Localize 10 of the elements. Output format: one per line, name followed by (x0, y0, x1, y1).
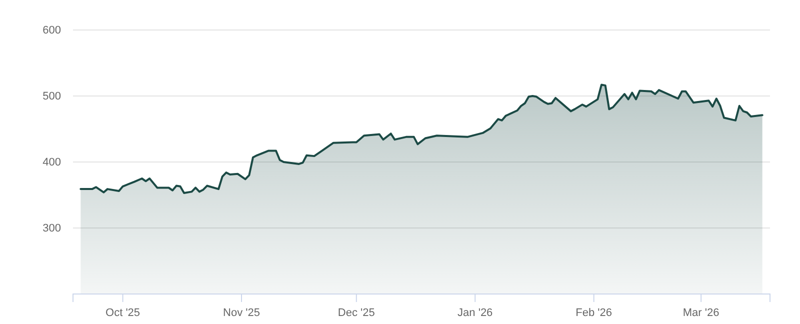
y-tick-label: 500 (42, 90, 61, 103)
x-tick-label: Nov '25 (223, 306, 260, 319)
x-tick-label: Feb '26 (576, 306, 612, 319)
y-tick-label: 400 (42, 156, 61, 169)
y-tick-label: 600 (42, 24, 61, 37)
x-tick-label: Oct '25 (106, 306, 140, 319)
x-tick-label: Mar '26 (682, 306, 720, 319)
x-tick-label: Dec '25 (338, 306, 375, 319)
x-tick-label: Jan '26 (458, 306, 493, 319)
y-tick-label: 300 (42, 222, 61, 235)
